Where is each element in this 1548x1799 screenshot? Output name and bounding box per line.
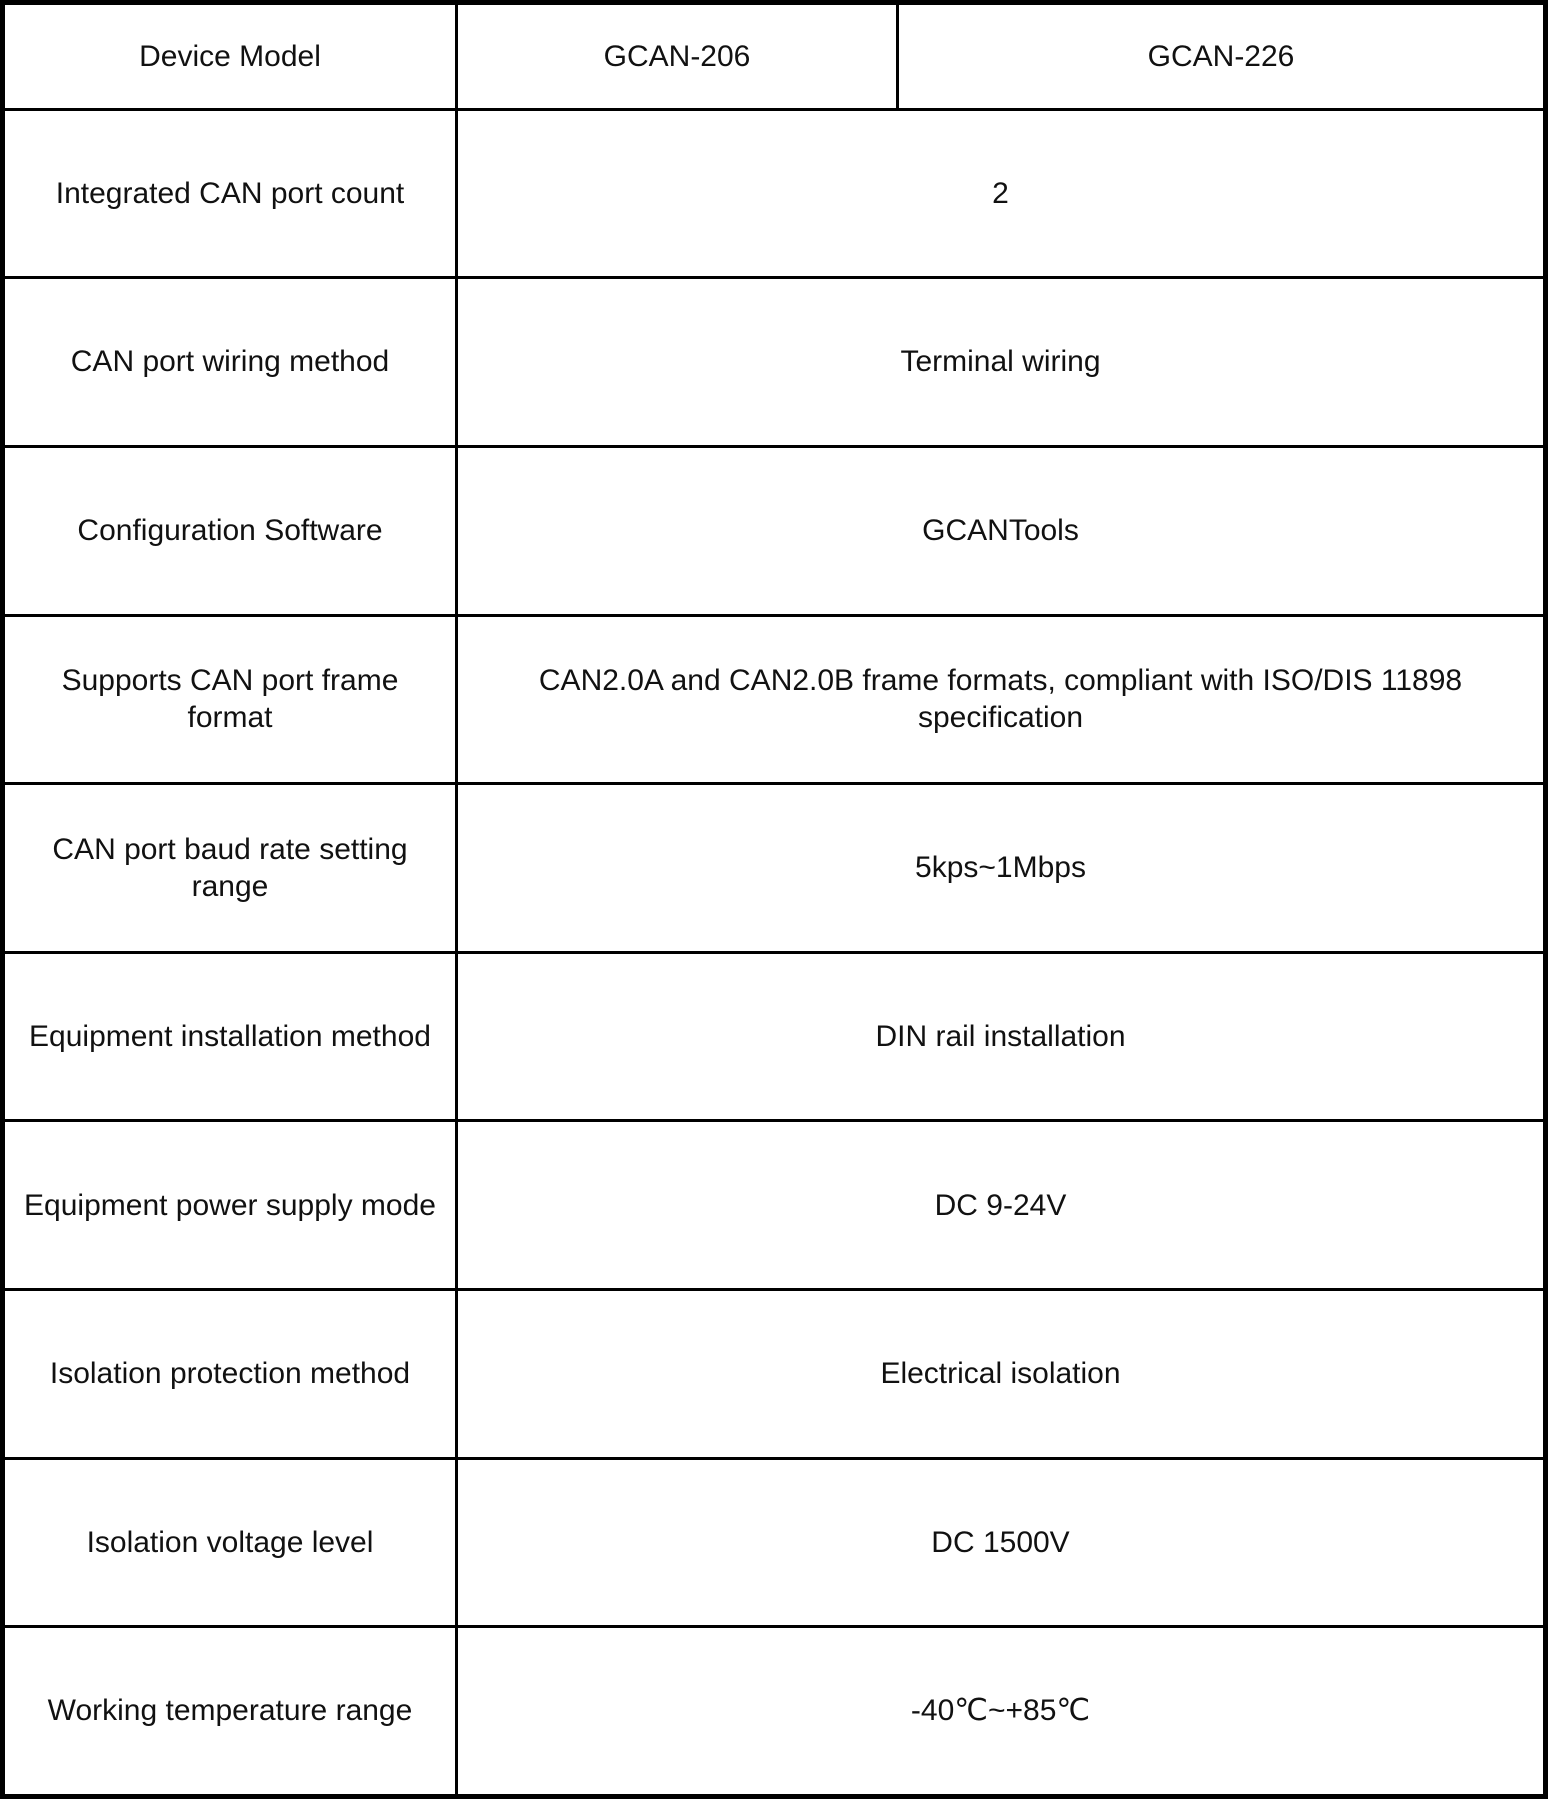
table-row-2-value[interactable]: GCANTools xyxy=(458,448,1543,614)
table-row-0-label[interactable]: Integrated CAN port count xyxy=(5,111,458,277)
table-row-7-value[interactable]: Electrical isolation xyxy=(458,1291,1543,1457)
header-device-model[interactable]: Device Model xyxy=(5,5,458,108)
table-row-7: Isolation protection method Electrical i… xyxy=(5,1291,1543,1460)
table-row-9: Working temperature range -40℃~+85℃ xyxy=(5,1628,1543,1794)
table-row-4-label[interactable]: CAN port baud rate setting range xyxy=(5,785,458,951)
table-row-9-value[interactable]: -40℃~+85℃ xyxy=(458,1628,1543,1794)
table-row-7-label[interactable]: Isolation protection method xyxy=(5,1291,458,1457)
table-row-1-value[interactable]: Terminal wiring xyxy=(458,279,1543,445)
table-row-5-value[interactable]: DIN rail installation xyxy=(458,954,1543,1120)
table-row-5-label[interactable]: Equipment installation method xyxy=(5,954,458,1120)
table-row-8-label[interactable]: Isolation voltage level xyxy=(5,1460,458,1626)
table-row-8: Isolation voltage level DC 1500V xyxy=(5,1460,1543,1629)
header-gcan-226[interactable]: GCAN-226 xyxy=(899,5,1543,108)
table-row-1-label[interactable]: CAN port wiring method xyxy=(5,279,458,445)
table-row-3-value[interactable]: CAN2.0A and CAN2.0B frame formats, compl… xyxy=(458,617,1543,783)
table-row-3: Supports CAN port frame format CAN2.0A a… xyxy=(5,617,1543,786)
table-row-5: Equipment installation method DIN rail i… xyxy=(5,954,1543,1123)
table-row-2: Configuration Software GCANTools xyxy=(5,448,1543,617)
table-row-6-label[interactable]: Equipment power supply mode xyxy=(5,1122,458,1288)
table-row-2-label[interactable]: Configuration Software xyxy=(5,448,458,614)
table-row-6: Equipment power supply mode DC 9-24V xyxy=(5,1122,1543,1291)
table-row-8-value[interactable]: DC 1500V xyxy=(458,1460,1543,1626)
table-header-row: Device Model GCAN-206 GCAN-226 xyxy=(5,5,1543,111)
table-row-3-label[interactable]: Supports CAN port frame format xyxy=(5,617,458,783)
table-row-4-value[interactable]: 5kps~1Mbps xyxy=(458,785,1543,951)
table-row-6-value[interactable]: DC 9-24V xyxy=(458,1122,1543,1288)
table-row-1: CAN port wiring method Terminal wiring xyxy=(5,279,1543,448)
table-row-4: CAN port baud rate setting range 5kps~1M… xyxy=(5,785,1543,954)
table-row-9-label[interactable]: Working temperature range xyxy=(5,1628,458,1794)
table-row-0-value[interactable]: 2 xyxy=(458,111,1543,277)
spec-comparison-table: Device Model GCAN-206 GCAN-226 Integrate… xyxy=(0,0,1548,1799)
table-row-0: Integrated CAN port count 2 xyxy=(5,111,1543,280)
header-gcan-206[interactable]: GCAN-206 xyxy=(458,5,899,108)
